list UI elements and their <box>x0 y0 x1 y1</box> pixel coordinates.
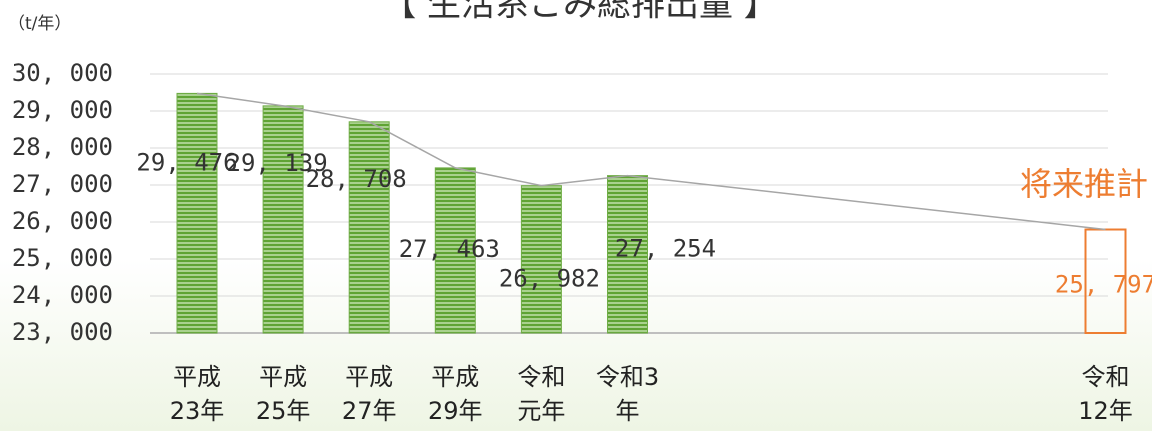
value-label: 28, 708 <box>306 165 407 193</box>
y-tick-label: 23, 000 <box>12 318 113 346</box>
value-label: 29, 476 <box>136 148 237 176</box>
y-tick-label: 28, 000 <box>12 133 113 161</box>
y-tick-label: 25, 000 <box>12 244 113 272</box>
y-tick-label: 24, 000 <box>12 281 113 309</box>
x-tick-label: 年 <box>616 397 640 425</box>
y-tick-label: 29, 000 <box>12 96 113 124</box>
x-tick-label: 平成 <box>259 363 307 391</box>
x-tick-label: 25年 <box>256 397 311 425</box>
chart: 【 生活系ごみ総排出量 】 （t/年） 23, 000 24, 000 25, 00… <box>0 0 1152 431</box>
value-label: 27, 254 <box>615 235 716 263</box>
x-tick-label: 令和3 <box>596 363 659 391</box>
x-tick-label: 平成 <box>173 363 221 391</box>
y-tick-label: 26, 000 <box>12 207 113 235</box>
y-unit: （t/年） <box>8 14 71 34</box>
x-tick-label: 平成 <box>345 363 393 391</box>
y-tick-label: 27, 000 <box>12 170 113 198</box>
x-tick-label: 27年 <box>342 397 397 425</box>
x-tick-label: 令和 <box>1082 363 1130 391</box>
bar <box>177 93 217 333</box>
y-tick-label: 30, 000 <box>12 59 113 87</box>
value-label: 26, 982 <box>499 265 600 293</box>
x-tick-label: 令和 <box>517 363 565 391</box>
value-label: 27, 463 <box>399 235 500 263</box>
x-tick-label: 23年 <box>170 397 225 425</box>
chart-title: 【 生活系ごみ総排出量 】 <box>382 0 778 25</box>
x-tick-label: 元年 <box>517 397 565 425</box>
bar <box>521 186 561 333</box>
x-tick-label: 平成 <box>431 363 479 391</box>
bar <box>263 106 303 333</box>
bar <box>349 122 389 333</box>
x-tick-label: 29年 <box>428 397 483 425</box>
x-tick-label: 12年 <box>1078 397 1133 425</box>
annotation: 将来推計 <box>1020 165 1148 203</box>
value-label: 25, 797 <box>1055 271 1152 299</box>
